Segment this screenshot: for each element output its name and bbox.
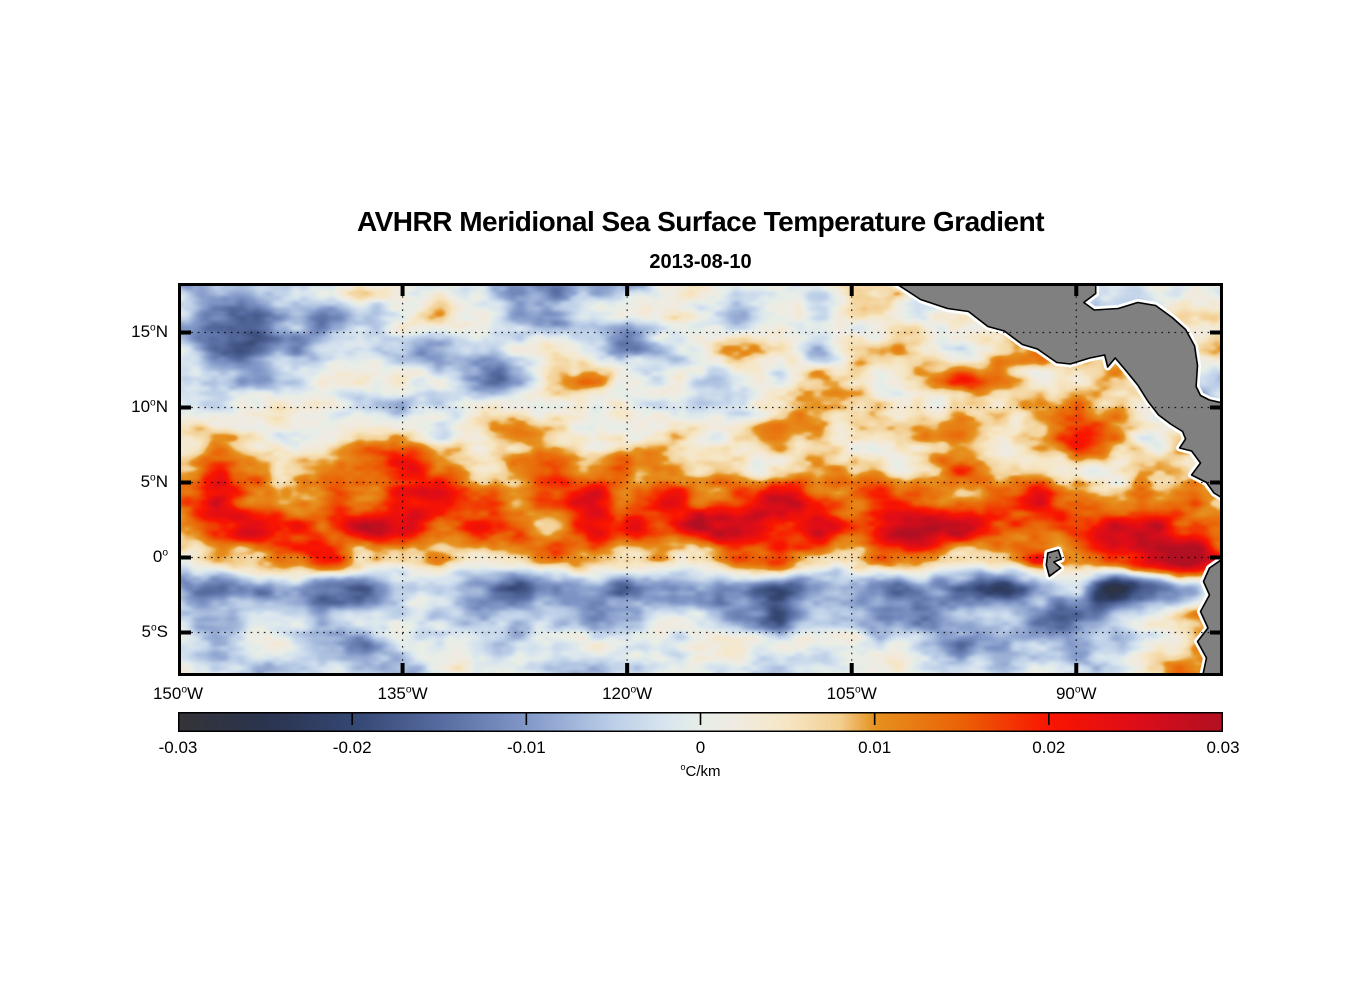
colorbar-border — [178, 712, 1223, 732]
chart-title: AVHRR Meridional Sea Surface Temperature… — [356, 206, 1045, 237]
lon-label-150W: 150oW — [152, 684, 204, 703]
colorbar-frame — [178, 712, 1223, 732]
degree-superscript: o — [150, 471, 156, 483]
colorbar-label-0.03: 0.03 — [1206, 738, 1240, 757]
map-overlay — [178, 283, 1223, 676]
colorbar-label--0.03: -0.03 — [158, 738, 198, 757]
lon-label-90W: 90oW — [1055, 684, 1097, 703]
colorbar-label--0.01: -0.01 — [506, 738, 546, 757]
chart-subtitle-date: 2013-08-10 — [649, 251, 752, 273]
lon-label-105W: 105oW — [826, 684, 877, 703]
degree-superscript: o — [150, 621, 157, 633]
degree-superscript: o — [855, 684, 861, 696]
degree-superscript: o — [150, 396, 156, 408]
degree-superscript: o — [150, 321, 156, 333]
degree-superscript: o — [405, 684, 412, 696]
axes-border — [178, 283, 1223, 676]
lat-label-0: 0o — [152, 546, 168, 566]
map-axes — [178, 283, 1223, 676]
colorbar-label-0.01: 0.01 — [858, 738, 892, 757]
degree-superscript: o — [630, 684, 637, 696]
colorbar — [178, 712, 1223, 732]
lat-label-10N: 10oN — [131, 396, 168, 416]
landmass-galapagos-islands — [1045, 549, 1063, 578]
lon-label-120W: 120oW — [602, 684, 653, 703]
degree-superscript: o — [181, 684, 187, 696]
colorbar-units-label: oC/km — [680, 762, 721, 781]
lat-label-5S: 5oS — [141, 621, 168, 641]
colorbar-label-0: 0 — [695, 738, 706, 757]
colorbar-label--0.02: -0.02 — [332, 738, 372, 757]
colorbar-label-0.02: 0.02 — [1032, 738, 1066, 757]
degree-superscript: o — [680, 762, 686, 772]
degree-superscript: o — [1074, 684, 1081, 696]
lat-label-15N: 15oN — [131, 321, 168, 341]
lon-label-135W: 135oW — [377, 684, 428, 703]
landmass-central-america — [893, 283, 1223, 500]
lat-label-5N: 5oN — [140, 471, 168, 491]
landmass-south-america — [1196, 557, 1223, 676]
degree-superscript: o — [162, 546, 168, 558]
